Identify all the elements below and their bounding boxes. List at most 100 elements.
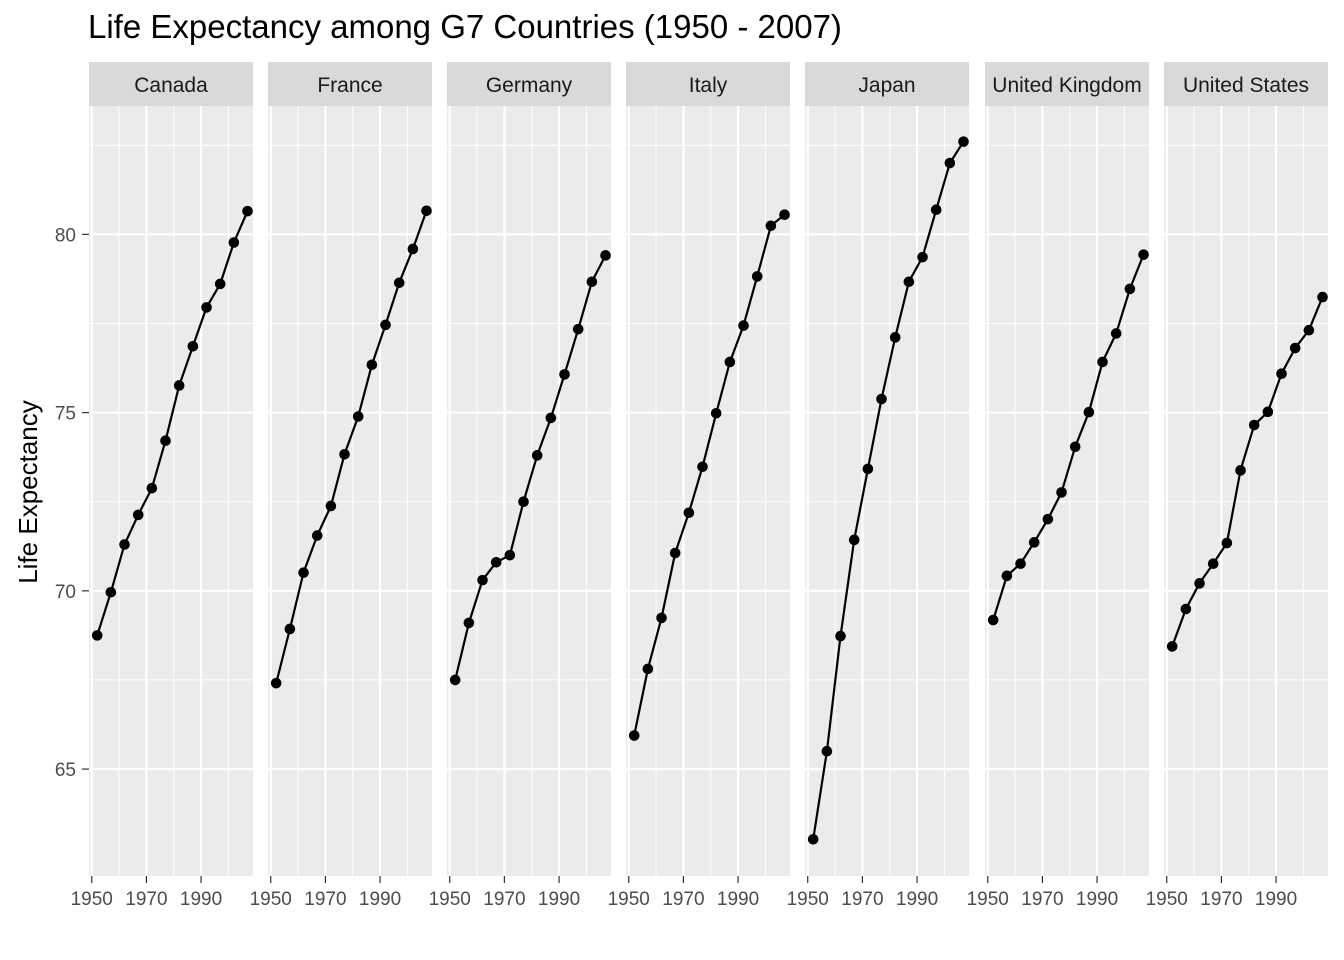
facet-panel: United States 1950 1970 1990 <box>1146 62 1328 910</box>
data-point <box>1001 570 1013 582</box>
data-point <box>352 411 364 422</box>
data-point <box>173 380 185 391</box>
x-tick-label: 1990 <box>1076 889 1118 910</box>
data-point <box>380 319 391 331</box>
x-tick-label: 1950 <box>787 889 829 910</box>
y-tick-label: 80 <box>55 225 76 246</box>
data-point <box>490 556 502 568</box>
data-point <box>1303 324 1315 336</box>
data-point <box>477 574 488 586</box>
data-point <box>325 500 337 512</box>
data-point <box>242 205 253 217</box>
facet-label: Italy <box>689 74 728 97</box>
x-tick-label: 1950 <box>71 889 113 910</box>
y-tick-label: 70 <box>55 582 76 603</box>
facet-panel: United Kingdom 1950 1970 1990 <box>967 62 1149 910</box>
data-point <box>1194 578 1205 589</box>
x-tick-label: 1950 <box>250 889 292 910</box>
facet-panel: Japan 1950 1970 1990 <box>787 62 969 910</box>
x-tick-label: 1950 <box>608 889 650 910</box>
series-line <box>96 210 249 636</box>
data-point <box>1097 356 1108 368</box>
data-point <box>1166 641 1178 652</box>
data-point <box>1180 603 1192 615</box>
facet-label: Japan <box>858 74 915 97</box>
data-point <box>393 277 405 289</box>
facet-panel: Germany 1950 1970 1990 <box>429 62 611 910</box>
data-point <box>1015 558 1026 570</box>
x-tick-label: 1990 <box>359 889 401 910</box>
data-point <box>1207 558 1219 570</box>
data-point <box>1042 513 1054 525</box>
data-point <box>738 320 749 331</box>
data-point <box>1317 291 1328 303</box>
data-point <box>930 204 942 216</box>
facet-strip <box>1164 62 1328 106</box>
data-point <box>339 448 350 460</box>
facet-label: France <box>317 74 382 97</box>
data-point <box>958 136 969 147</box>
y-tick-label: 65 <box>55 760 76 781</box>
data-point <box>298 567 309 578</box>
facet-strip <box>626 62 790 106</box>
data-point <box>1028 537 1040 548</box>
data-point <box>504 549 516 561</box>
facet-strip <box>268 62 432 106</box>
x-tick-label: 1970 <box>304 889 346 910</box>
data-point <box>683 507 695 519</box>
data-point <box>1276 368 1287 380</box>
data-point <box>132 509 144 521</box>
facet-strip <box>985 62 1149 106</box>
data-point <box>697 461 708 473</box>
data-point <box>765 220 777 232</box>
data-point <box>1083 406 1095 418</box>
data-point <box>214 278 226 290</box>
data-point <box>862 463 874 475</box>
x-tick-label: 1970 <box>1200 889 1242 910</box>
data-point <box>807 833 819 845</box>
x-tick-label: 1950 <box>1146 889 1188 910</box>
data-point <box>669 547 681 559</box>
data-point <box>1289 342 1301 354</box>
x-tick-label: 1970 <box>125 889 167 910</box>
data-point <box>201 302 212 313</box>
data-point <box>944 157 956 169</box>
data-point <box>710 407 722 419</box>
data-point <box>1124 283 1136 295</box>
x-tick-label: 1970 <box>483 889 525 910</box>
data-point <box>1235 465 1246 476</box>
data-point <box>917 251 928 263</box>
data-point <box>160 435 171 447</box>
y-axis: 65 70 75 80 <box>55 225 89 781</box>
facet-panel: Italy 1950 1970 1990 <box>608 62 790 910</box>
x-tick-label: 1990 <box>896 889 938 910</box>
data-point <box>119 539 130 550</box>
facet-strip <box>89 62 253 106</box>
data-point <box>835 630 846 642</box>
data-point <box>91 630 103 641</box>
x-tick-label: 1990 <box>180 889 222 910</box>
data-point <box>1248 419 1260 431</box>
data-point <box>421 205 432 217</box>
y-axis-label: Life Expectancy <box>13 400 43 584</box>
data-point <box>559 369 570 380</box>
data-point <box>187 340 199 352</box>
y-tick-label: 75 <box>55 404 76 425</box>
data-point <box>751 271 763 282</box>
facet-strip <box>805 62 969 106</box>
data-point <box>572 323 584 335</box>
x-tick-label: 1970 <box>662 889 704 910</box>
series-line <box>275 210 428 684</box>
x-tick-label: 1970 <box>841 889 883 910</box>
data-point <box>228 237 240 248</box>
x-tick-label: 1970 <box>1021 889 1063 910</box>
data-point <box>518 496 529 507</box>
data-point <box>642 663 654 675</box>
data-point <box>284 623 296 635</box>
data-point <box>1069 441 1081 453</box>
x-tick-label: 1990 <box>538 889 580 910</box>
data-point <box>779 209 790 221</box>
data-point <box>1056 487 1067 498</box>
data-point <box>848 534 860 546</box>
